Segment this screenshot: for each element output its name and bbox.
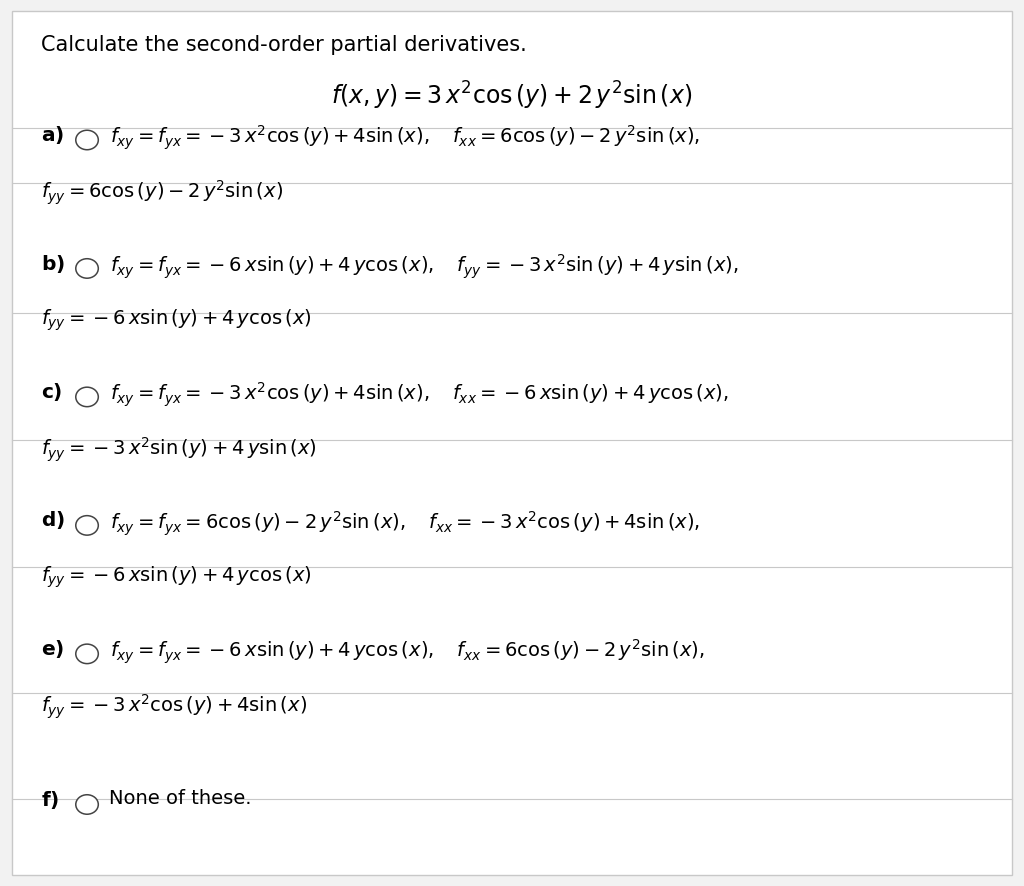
Text: $\mathbf{e}$): $\mathbf{e}$) [41, 638, 65, 660]
Text: $\mathbf{b}$): $\mathbf{b}$) [41, 253, 65, 275]
Text: $f_{xy}=f_{yx}=6\cos\left(y\right)-2\,y^2\sin\left(x\right),\quad f_{xx}=-3\,x^2: $f_{xy}=f_{yx}=6\cos\left(y\right)-2\,y^… [110, 509, 699, 538]
Text: $\mathbf{c}$): $\mathbf{c}$) [41, 381, 62, 403]
Text: $f_{yy}=-6\,x\sin\left(y\right)+4\,y\cos\left(x\right)$: $f_{yy}=-6\,x\sin\left(y\right)+4\,y\cos… [41, 564, 311, 590]
Text: $f_{yy}=-3\,x^2\cos\left(y\right)+4\sin\left(x\right)$: $f_{yy}=-3\,x^2\cos\left(y\right)+4\sin\… [41, 693, 307, 721]
Circle shape [76, 795, 98, 814]
Text: $f_{xy}=f_{yx}=-6\,x\sin\left(y\right)+4\,y\cos\left(x\right),\quad f_{yy}=-3\,x: $f_{xy}=f_{yx}=-6\,x\sin\left(y\right)+4… [110, 253, 738, 281]
Circle shape [76, 130, 98, 150]
Text: $\mathbf{a}$): $\mathbf{a}$) [41, 124, 65, 146]
Text: $f_{yy}=-3\,x^2\sin\left(y\right)+4\,y\sin\left(x\right)$: $f_{yy}=-3\,x^2\sin\left(y\right)+4\,y\s… [41, 436, 316, 464]
Text: $f\left(x,y\right) = 3\,x^2\cos\left(y\right)+2\,y^2\sin\left(x\right)$: $f\left(x,y\right) = 3\,x^2\cos\left(y\r… [332, 80, 692, 112]
Circle shape [76, 644, 98, 664]
Text: $f_{yy}=6\cos\left(y\right)-2\,y^2\sin\left(x\right)$: $f_{yy}=6\cos\left(y\right)-2\,y^2\sin\l… [41, 179, 283, 207]
Text: $\mathbf{f}$): $\mathbf{f}$) [41, 789, 59, 811]
Circle shape [76, 516, 98, 535]
Circle shape [76, 259, 98, 278]
Text: None of these.: None of these. [109, 789, 251, 807]
Circle shape [76, 387, 98, 407]
Text: $f_{yy}=-6\,x\sin\left(y\right)+4\,y\cos\left(x\right)$: $f_{yy}=-6\,x\sin\left(y\right)+4\,y\cos… [41, 307, 311, 333]
Text: $f_{xy}=f_{yx}=-6\,x\sin\left(y\right)+4\,y\cos\left(x\right),\quad f_{xx}=6\cos: $f_{xy}=f_{yx}=-6\,x\sin\left(y\right)+4… [110, 638, 705, 666]
Text: $f_{xy}=f_{yx}=-3\,x^2\cos\left(y\right)+4\sin\left(x\right),\quad f_{xx}=-6\,x\: $f_{xy}=f_{yx}=-3\,x^2\cos\left(y\right)… [110, 381, 728, 409]
Text: $f_{xy}=f_{yx}=-3\,x^2\cos\left(y\right)+4\sin\left(x\right),\quad f_{xx}=6\cos\: $f_{xy}=f_{yx}=-3\,x^2\cos\left(y\right)… [110, 124, 699, 152]
Text: Calculate the second-order partial derivatives.: Calculate the second-order partial deriv… [41, 35, 526, 56]
FancyBboxPatch shape [12, 11, 1012, 875]
Text: $\mathbf{d}$): $\mathbf{d}$) [41, 509, 65, 532]
